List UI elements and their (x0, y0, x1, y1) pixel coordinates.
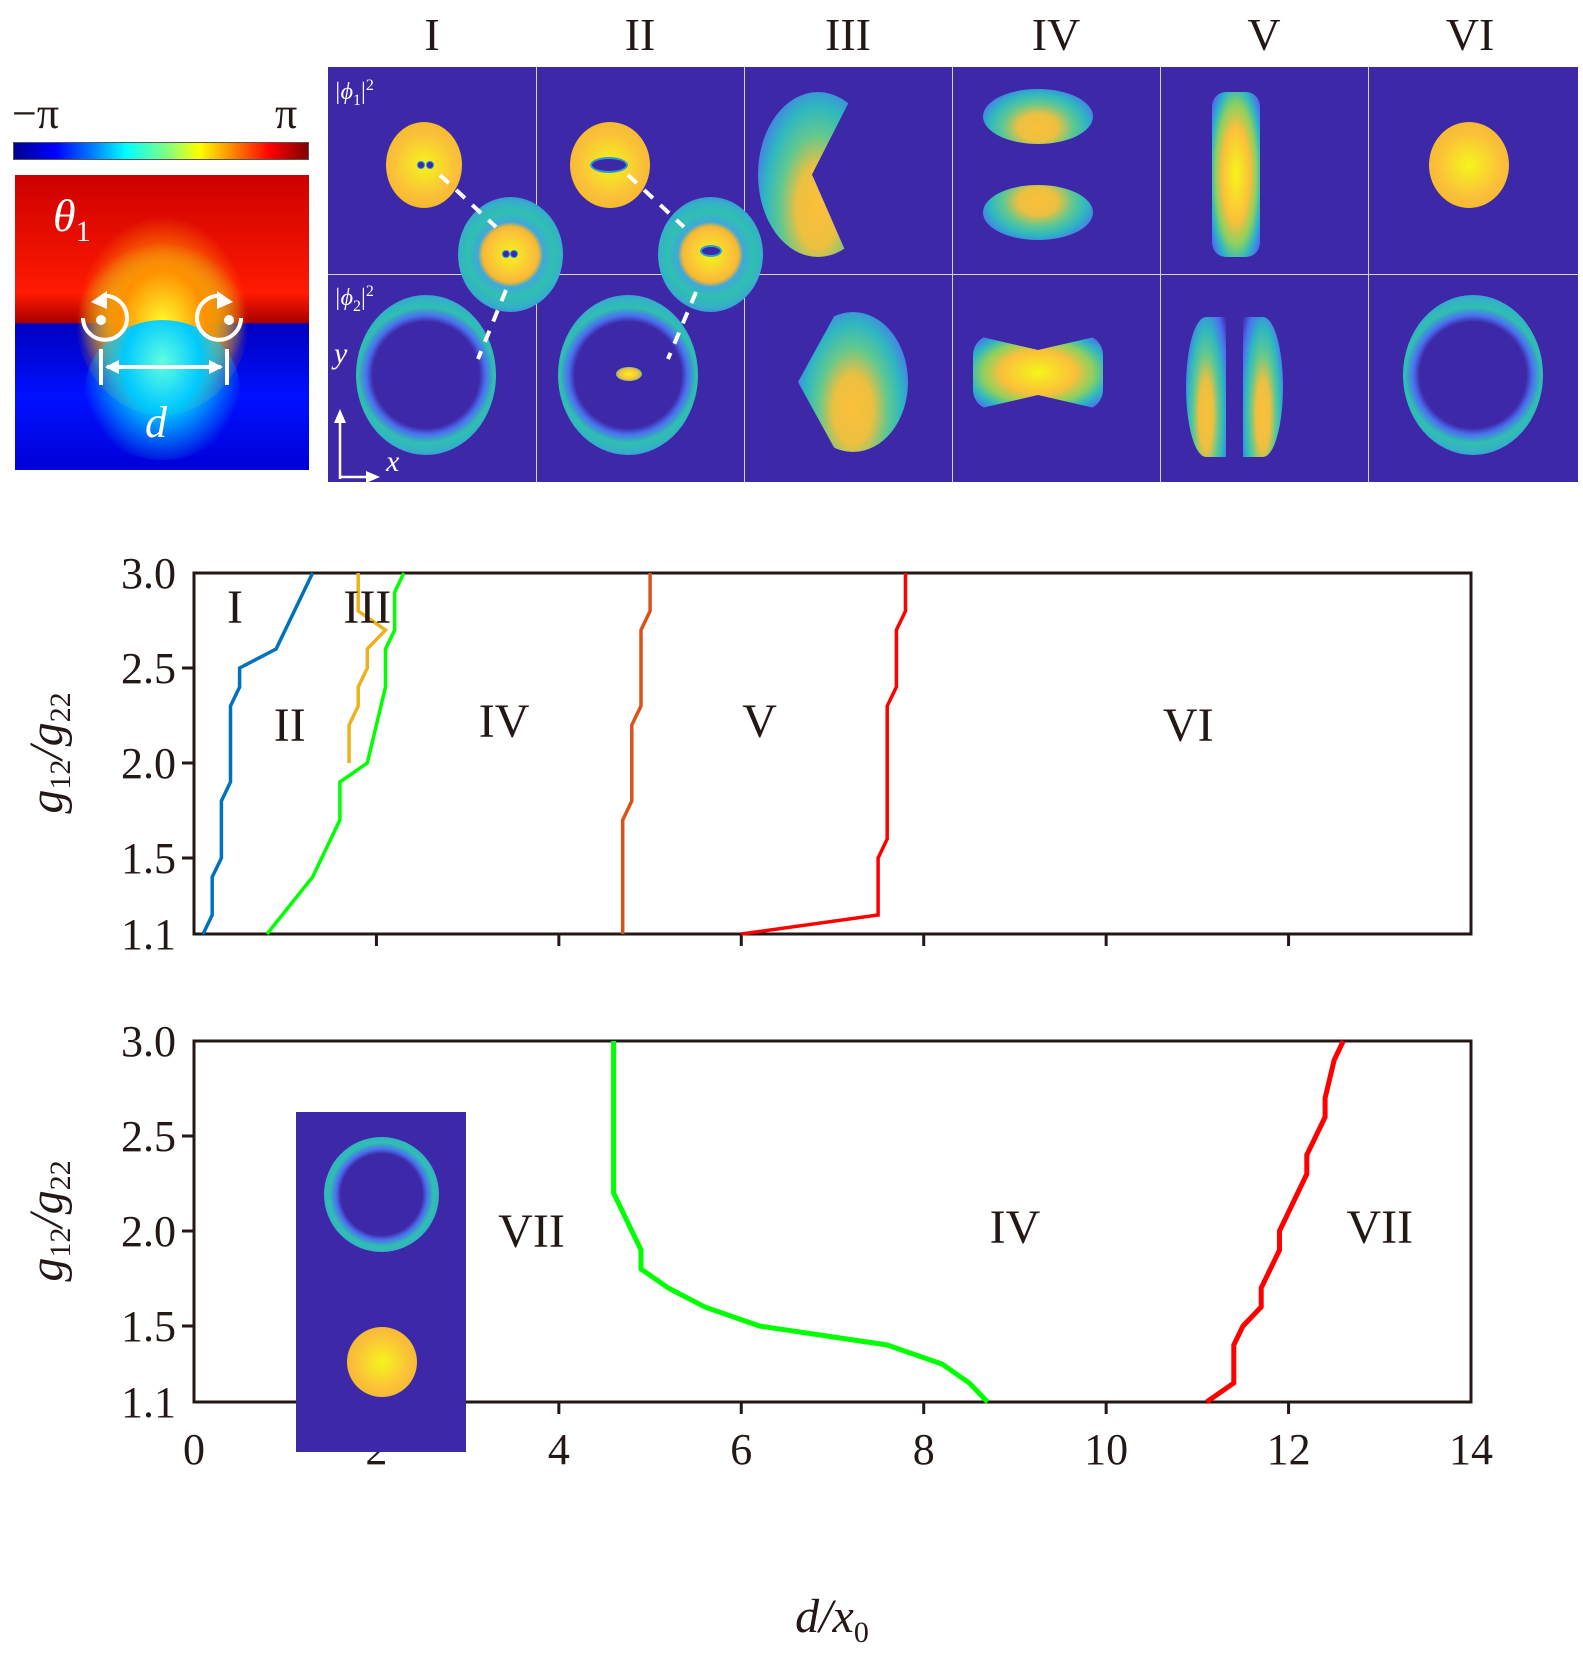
plot-frame (192, 1039, 1473, 1404)
x-tick-label: 4 (548, 1425, 570, 1474)
theta-label: θ1 (53, 189, 91, 249)
y-tick-label: 2.0 (121, 739, 176, 788)
boundary-line-ii-iii-boundary (347, 573, 389, 763)
column-label-V: V (1247, 9, 1281, 60)
column-label-III: III (825, 9, 871, 60)
y-axis-label: g12/g22 (20, 1160, 77, 1281)
theta-subscript: 1 (75, 215, 91, 249)
density-IV-phi1-top (983, 89, 1093, 144)
density-IV-phi1-bottom (983, 185, 1093, 240)
region-label: VII (1346, 1201, 1413, 1254)
row-label-sub: 2 (353, 297, 362, 315)
region-label: IV (479, 695, 530, 748)
xy-axes-icon (334, 409, 380, 482)
distance-label: d (145, 398, 167, 447)
colorbar-max-label: π (275, 89, 298, 138)
vortex-right-icon (195, 291, 243, 342)
inset-image (296, 1112, 466, 1452)
region-label: IV (990, 1201, 1041, 1254)
row-label-sup: 2 (365, 77, 374, 94)
region-label: II (274, 699, 306, 752)
plot-frame (192, 571, 1473, 936)
x-tick-label: 6 (730, 1425, 752, 1474)
x-tick-label: 8 (913, 1425, 935, 1474)
y-axis-label: g12/g22 (20, 692, 77, 813)
row-label-suffix: | (361, 79, 366, 105)
x-tick-label: 12 (1267, 1425, 1311, 1474)
x-tick-label: 14 (1449, 1425, 1493, 1474)
phase-map: θ1 d (15, 175, 309, 470)
phase-diagram-bottom: 1.11.52.02.53.002468101214g12/g22d/x0VII… (20, 1017, 1493, 1649)
boundary-line-v-vi-boundary (741, 573, 908, 936)
vortex-dot (427, 162, 433, 168)
y-tick-label: 1.1 (121, 1378, 176, 1427)
inset-ring-density (324, 1137, 439, 1252)
vortex-annotations (81, 291, 243, 385)
y-tick-label: 3.0 (121, 1017, 176, 1066)
distance-arrow-icon (99, 349, 229, 385)
phase-colorbar (13, 142, 309, 160)
density-grid: |ϕ1|2 |ϕ2|2 y x (328, 67, 1578, 482)
density-VI-phi2 (1403, 295, 1543, 455)
row-label-phi1: |ϕ1|2 (334, 77, 374, 110)
inset-disk-density (347, 1327, 417, 1397)
row-label-base: |ϕ (334, 285, 354, 311)
row-label-suffix: | (361, 285, 366, 311)
column-label-IV: IV (1031, 9, 1081, 60)
region-label: III (343, 581, 391, 634)
row-label-sub: 1 (353, 91, 362, 109)
density-I-zoom-overlay (458, 197, 563, 312)
vortex-dot (503, 251, 509, 257)
vortex-left-icon (81, 291, 129, 342)
density-I-phi1 (386, 122, 462, 208)
y-tick-label: 2.0 (121, 1207, 176, 1256)
x-tick-label: 10 (1084, 1425, 1128, 1474)
vortex-dot (418, 162, 424, 168)
y-tick-label: 1.5 (121, 834, 176, 883)
grid-divider (328, 274, 1578, 275)
column-label-VI: VI (1445, 9, 1495, 60)
density-V-phi2-left (1186, 317, 1226, 457)
region-label: VII (498, 1205, 565, 1258)
density-V-phi1 (1212, 92, 1260, 257)
axis-y-label: y (334, 337, 348, 370)
vortex-dot (511, 251, 517, 257)
y-tick-label: 1.5 (121, 1302, 176, 1351)
vortex-left-core (96, 315, 106, 325)
y-tick-label: 3.0 (121, 549, 176, 598)
region-label: V (742, 695, 777, 748)
region-label: VI (1163, 699, 1214, 752)
column-label-II: II (624, 9, 656, 60)
y-tick-label: 2.5 (121, 644, 176, 693)
density-hole (700, 245, 722, 257)
density-I-phi2 (356, 295, 496, 455)
boundary-line-i-ii-boundary (201, 572, 315, 935)
y-tick-label: 2.5 (121, 1112, 176, 1161)
x-axis-label: d/x0 (795, 1590, 869, 1649)
boundary-line-vii-iv-boundary (611, 1041, 990, 1404)
column-label-I: I (424, 9, 440, 60)
row-label-base: |ϕ (334, 79, 354, 105)
density-V-phi2-right (1243, 317, 1283, 457)
boundary-line-iii-iv-boundary (265, 572, 406, 936)
boundary-line-iv-v-boundary (620, 573, 652, 934)
row-label-phi2: |ϕ2|2 (334, 283, 374, 316)
density-II-phi2-core (616, 367, 642, 381)
density-VI-phi1 (1429, 122, 1509, 208)
row-label-sup: 2 (365, 283, 374, 300)
x-tick-label: 0 (183, 1425, 205, 1474)
boundary-line-iv-vii-boundary (1205, 1039, 1346, 1405)
region-label: I (227, 581, 243, 634)
y-tick-label: 1.1 (121, 910, 176, 959)
phase-glow-lower (85, 320, 240, 460)
colorbar-min-label: −π (12, 89, 60, 138)
axis-x-label: x (386, 445, 400, 478)
density-hole (590, 157, 628, 173)
theta-symbol: θ (53, 190, 76, 241)
vortex-right-core (224, 315, 234, 325)
